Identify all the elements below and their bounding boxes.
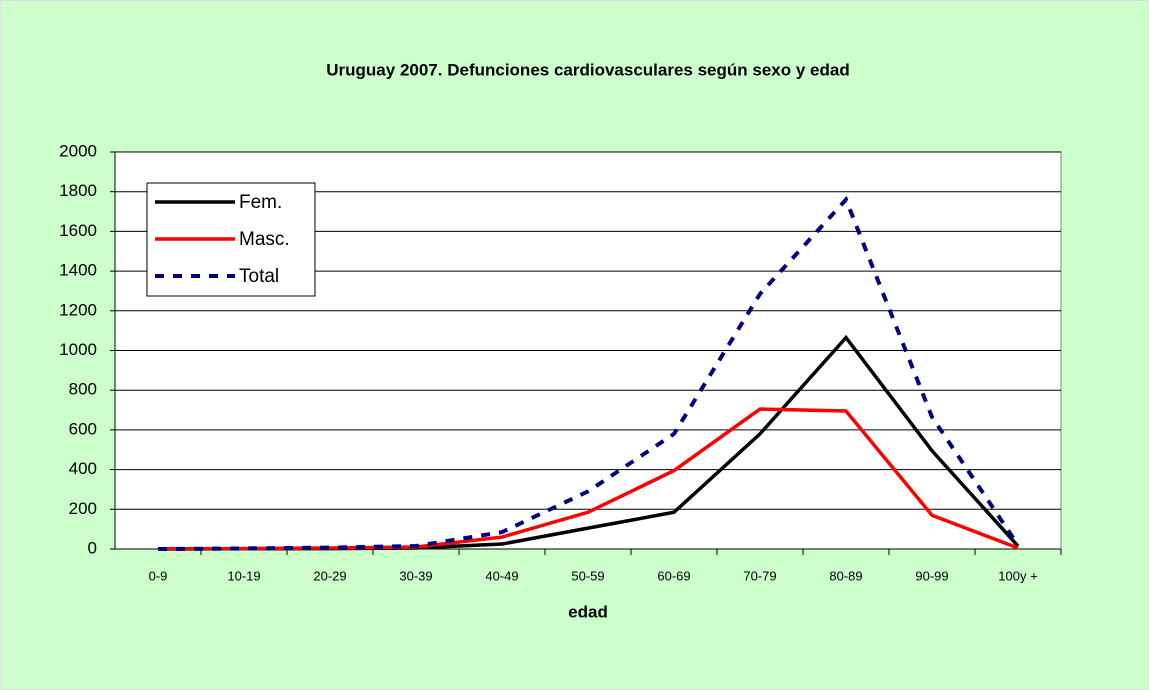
legend-label: Masc. xyxy=(239,229,290,250)
x-tick-label: 100y + xyxy=(998,568,1037,583)
legend-label: Total xyxy=(239,266,279,287)
x-tick-label: 80-89 xyxy=(829,568,862,583)
x-tick-label: 0-9 xyxy=(149,568,168,583)
chart-title: Uruguay 2007. Defunciones cardiovascular… xyxy=(326,60,849,79)
x-tick-label: 30-39 xyxy=(399,568,432,583)
y-tick-label: 600 xyxy=(69,419,97,438)
y-tick-label: 1800 xyxy=(59,181,97,200)
legend-label: Fem. xyxy=(239,192,282,213)
x-tick-label: 50-59 xyxy=(571,568,604,583)
y-tick-label: 2000 xyxy=(59,141,97,160)
x-tick-label: 40-49 xyxy=(485,568,518,583)
x-tick-label: 70-79 xyxy=(743,568,776,583)
series-line xyxy=(157,195,1020,551)
y-tick-label: 1000 xyxy=(59,340,97,359)
x-axis-label: edad xyxy=(568,602,608,621)
x-tick-label: 60-69 xyxy=(657,568,690,583)
y-tick-label: 1200 xyxy=(59,300,97,319)
y-tick-label: 1600 xyxy=(59,221,97,240)
y-tick-label: 800 xyxy=(69,380,97,399)
y-tick-label: 1400 xyxy=(59,261,97,280)
y-tick-label: 200 xyxy=(69,499,97,518)
x-tick-label: 10-19 xyxy=(227,568,260,583)
y-tick-label: 0 xyxy=(88,538,97,557)
x-tick-label: 90-99 xyxy=(915,568,948,583)
series-line xyxy=(157,407,1019,551)
y-tick-label: 400 xyxy=(69,459,97,478)
x-tick-label: 20-29 xyxy=(313,568,346,583)
